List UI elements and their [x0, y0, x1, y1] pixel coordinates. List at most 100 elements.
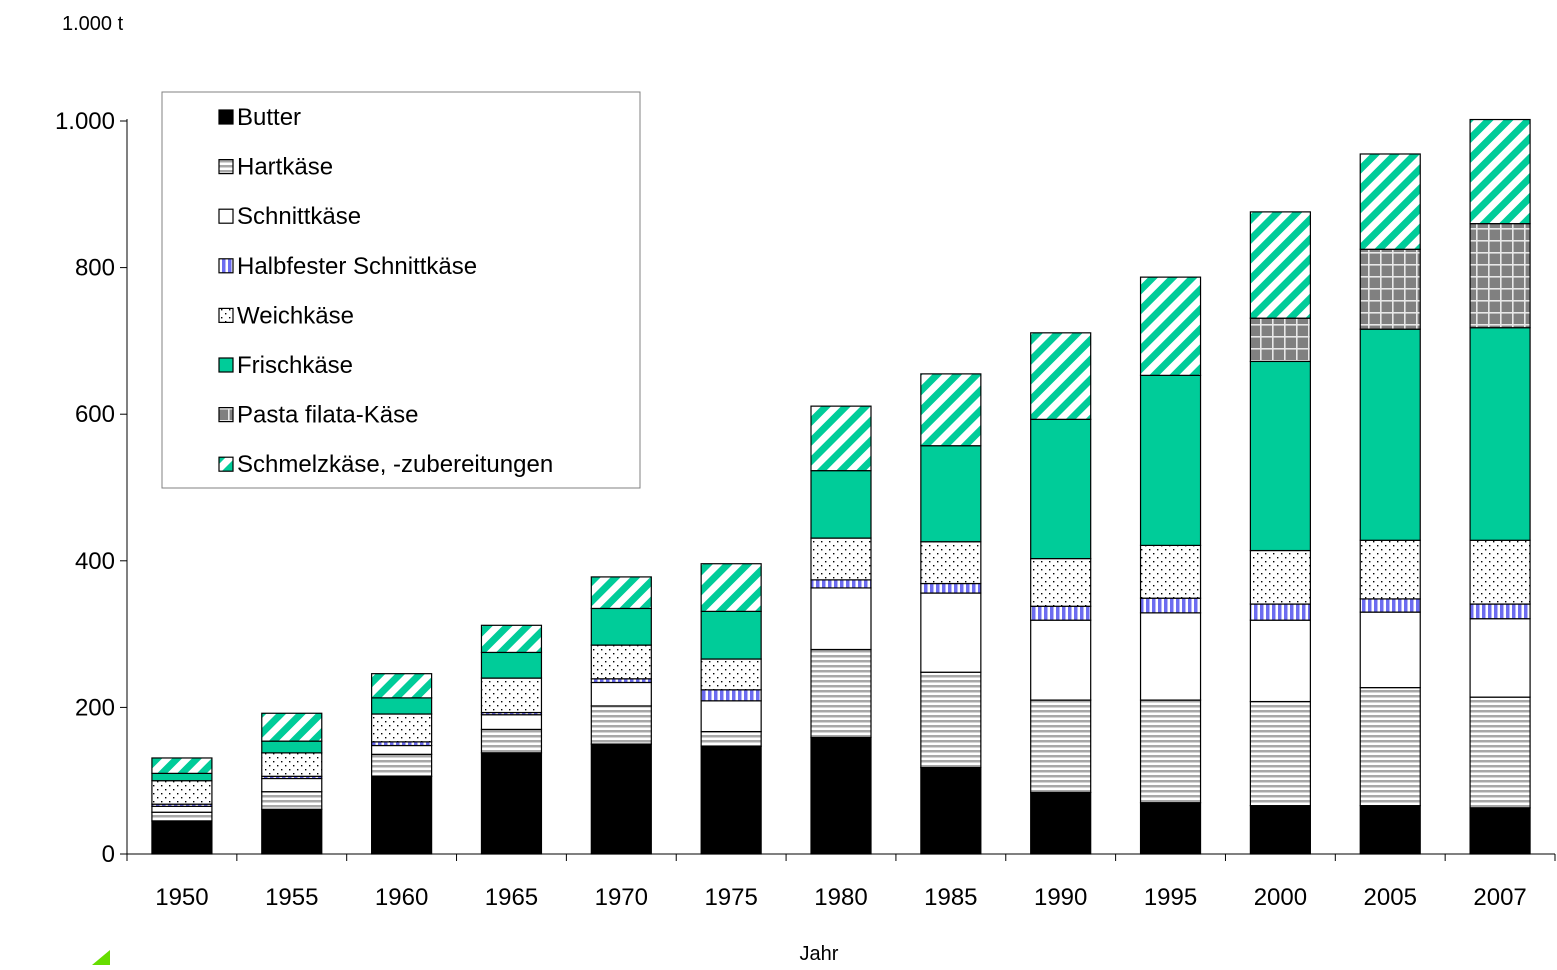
x-tick-label: 1955	[265, 884, 318, 911]
bar-stack-1995	[1139, 276, 1202, 855]
bar-segment-schnittkäse	[1469, 618, 1531, 698]
bar-segment-halbfester-schnittkäse	[1359, 598, 1421, 613]
bar-segment-weichkäse	[810, 537, 872, 581]
x-tick-label: 1995	[1144, 884, 1197, 911]
y-tick-label: 0	[102, 841, 115, 868]
legend-item: Pasta filata-Käse	[218, 402, 418, 429]
bar-segment-frischkäse	[700, 610, 762, 660]
corner-triangle-marker	[92, 950, 110, 965]
legend-label: Halbfester Schnittkäse	[237, 253, 477, 280]
x-tick-label: 2000	[1254, 884, 1307, 911]
x-axis-title: Jahr	[800, 943, 839, 965]
x-axis: 1950 1955 1960 1965 1970 1975 1980 1985 1990 1995…	[126, 853, 1556, 911]
legend-swatch	[218, 159, 234, 175]
bar-segment-weichkäse	[371, 713, 433, 743]
bar-stack-1955	[261, 712, 323, 855]
bar-segment-hartkäse	[1359, 687, 1421, 807]
bar-segment-schnittkäse	[920, 592, 982, 673]
bar-segment-frischkäse	[1249, 360, 1311, 552]
bar-segment-hartkäse	[590, 705, 652, 745]
bar-segment-halbfester-schnittkäse	[920, 582, 982, 594]
bar-segment-frischkäse	[920, 445, 982, 543]
bar-segment-frischkäse	[1030, 418, 1092, 560]
bar-segment-pasta-filata-käse	[1249, 317, 1311, 363]
bar-segment-butter	[590, 743, 652, 855]
legend-item: Schnittkäse	[218, 203, 361, 230]
bar-segment-schmelzkäse-zubereitungen	[480, 624, 543, 654]
bar-segment-schnittkäse	[700, 700, 762, 733]
bar-segment-hartkäse	[371, 753, 433, 777]
legend-label: Pasta filata-Käse	[237, 402, 418, 429]
bar-segment-frischkäse	[480, 651, 543, 679]
bar-segment-butter	[1030, 791, 1092, 855]
bar-segment-schmelzkäse-zubereitungen	[261, 712, 323, 742]
bar-segment-butter	[261, 808, 323, 855]
bar-segment-hartkäse	[1249, 700, 1311, 807]
bar-segment-schmelzkäse-zubereitungen	[371, 673, 433, 699]
bar-segment-halbfester-schnittkäse	[1030, 605, 1092, 621]
bar-segment-schmelzkäse-zubereitungen	[810, 405, 872, 472]
bar-stack-1965	[480, 624, 543, 855]
legend-item: Weichkäse	[218, 302, 354, 329]
bar-stack-2005	[1359, 153, 1421, 855]
bar-stack-1970	[590, 576, 652, 855]
bar-segment-hartkäse	[151, 811, 213, 822]
bar-segment-hartkäse	[1030, 699, 1092, 794]
bar-segment-weichkäse	[151, 780, 213, 805]
bar-segment-schmelzkäse-zubereitungen	[151, 757, 213, 774]
legend-swatch	[218, 357, 234, 373]
x-tick-label: 1965	[485, 884, 538, 911]
bar-segment-butter	[920, 766, 982, 855]
y-tick-label: 200	[75, 694, 115, 721]
y-tick-label: 600	[75, 401, 115, 428]
bar-stack-1975	[700, 563, 762, 855]
bar-segment-butter	[151, 820, 213, 855]
bars-layer	[151, 118, 1531, 855]
bar-segment-weichkäse	[920, 541, 982, 585]
legend-frame	[161, 91, 641, 489]
bar-segment-schnittkäse	[590, 681, 652, 707]
bar-segment-butter	[700, 745, 762, 855]
bar-segment-weichkäse	[1249, 549, 1311, 605]
bar-stack-1950	[151, 757, 213, 855]
bar-segment-frischkäse	[1359, 328, 1421, 541]
bar-segment-weichkäse	[1030, 558, 1092, 607]
x-tick-label: 2007	[1473, 884, 1526, 911]
bar-segment-schnittkäse	[1249, 619, 1311, 703]
bar-segment-weichkäse	[480, 677, 543, 714]
bar-segment-butter	[1249, 805, 1311, 855]
bar-segment-schnittkäse	[1139, 612, 1202, 701]
legend-swatch	[218, 258, 234, 274]
bar-segment-weichkäse	[261, 752, 323, 777]
bar-segment-frischkäse	[810, 470, 872, 539]
bar-segment-hartkäse	[480, 728, 543, 754]
x-tick-label: 1990	[1034, 884, 1087, 911]
bar-segment-hartkäse	[810, 648, 872, 739]
bar-segment-butter	[810, 736, 872, 855]
bar-segment-schnittkäse	[480, 714, 543, 730]
bar-segment-halbfester-schnittkäse	[700, 689, 762, 702]
bar-segment-weichkäse	[1469, 539, 1531, 605]
legend-item: Halbfester Schnittkäse	[218, 253, 477, 280]
x-tick-label: 2005	[1364, 884, 1417, 911]
x-tick-label: 1960	[375, 884, 428, 911]
bar-segment-schmelzkäse-zubereitungen	[1469, 118, 1531, 225]
bar-segment-frischkäse	[371, 697, 433, 715]
bar-segment-weichkäse	[1139, 544, 1202, 599]
legend-swatch	[218, 109, 234, 125]
bar-segment-hartkäse	[1139, 699, 1202, 804]
legend-swatch	[218, 307, 234, 323]
bar-segment-weichkäse	[590, 644, 652, 680]
legend-label: Schmelzkäse, -zubereitungen	[237, 451, 553, 478]
x-tick-label: 1950	[155, 884, 208, 911]
bar-segment-pasta-filata-käse	[1359, 248, 1421, 330]
bar-segment-frischkäse	[151, 772, 213, 782]
bar-segment-schmelzkäse-zubereitungen	[1030, 332, 1092, 420]
bar-segment-butter	[1359, 805, 1421, 855]
legend-label: Hartkäse	[237, 154, 333, 181]
bar-segment-schmelzkäse-zubereitungen	[590, 576, 652, 610]
y-tick-label: 400	[75, 548, 115, 575]
bar-segment-schnittkäse	[261, 777, 323, 793]
legend-item: Schmelzkäse, -zubereitungen	[218, 451, 553, 478]
